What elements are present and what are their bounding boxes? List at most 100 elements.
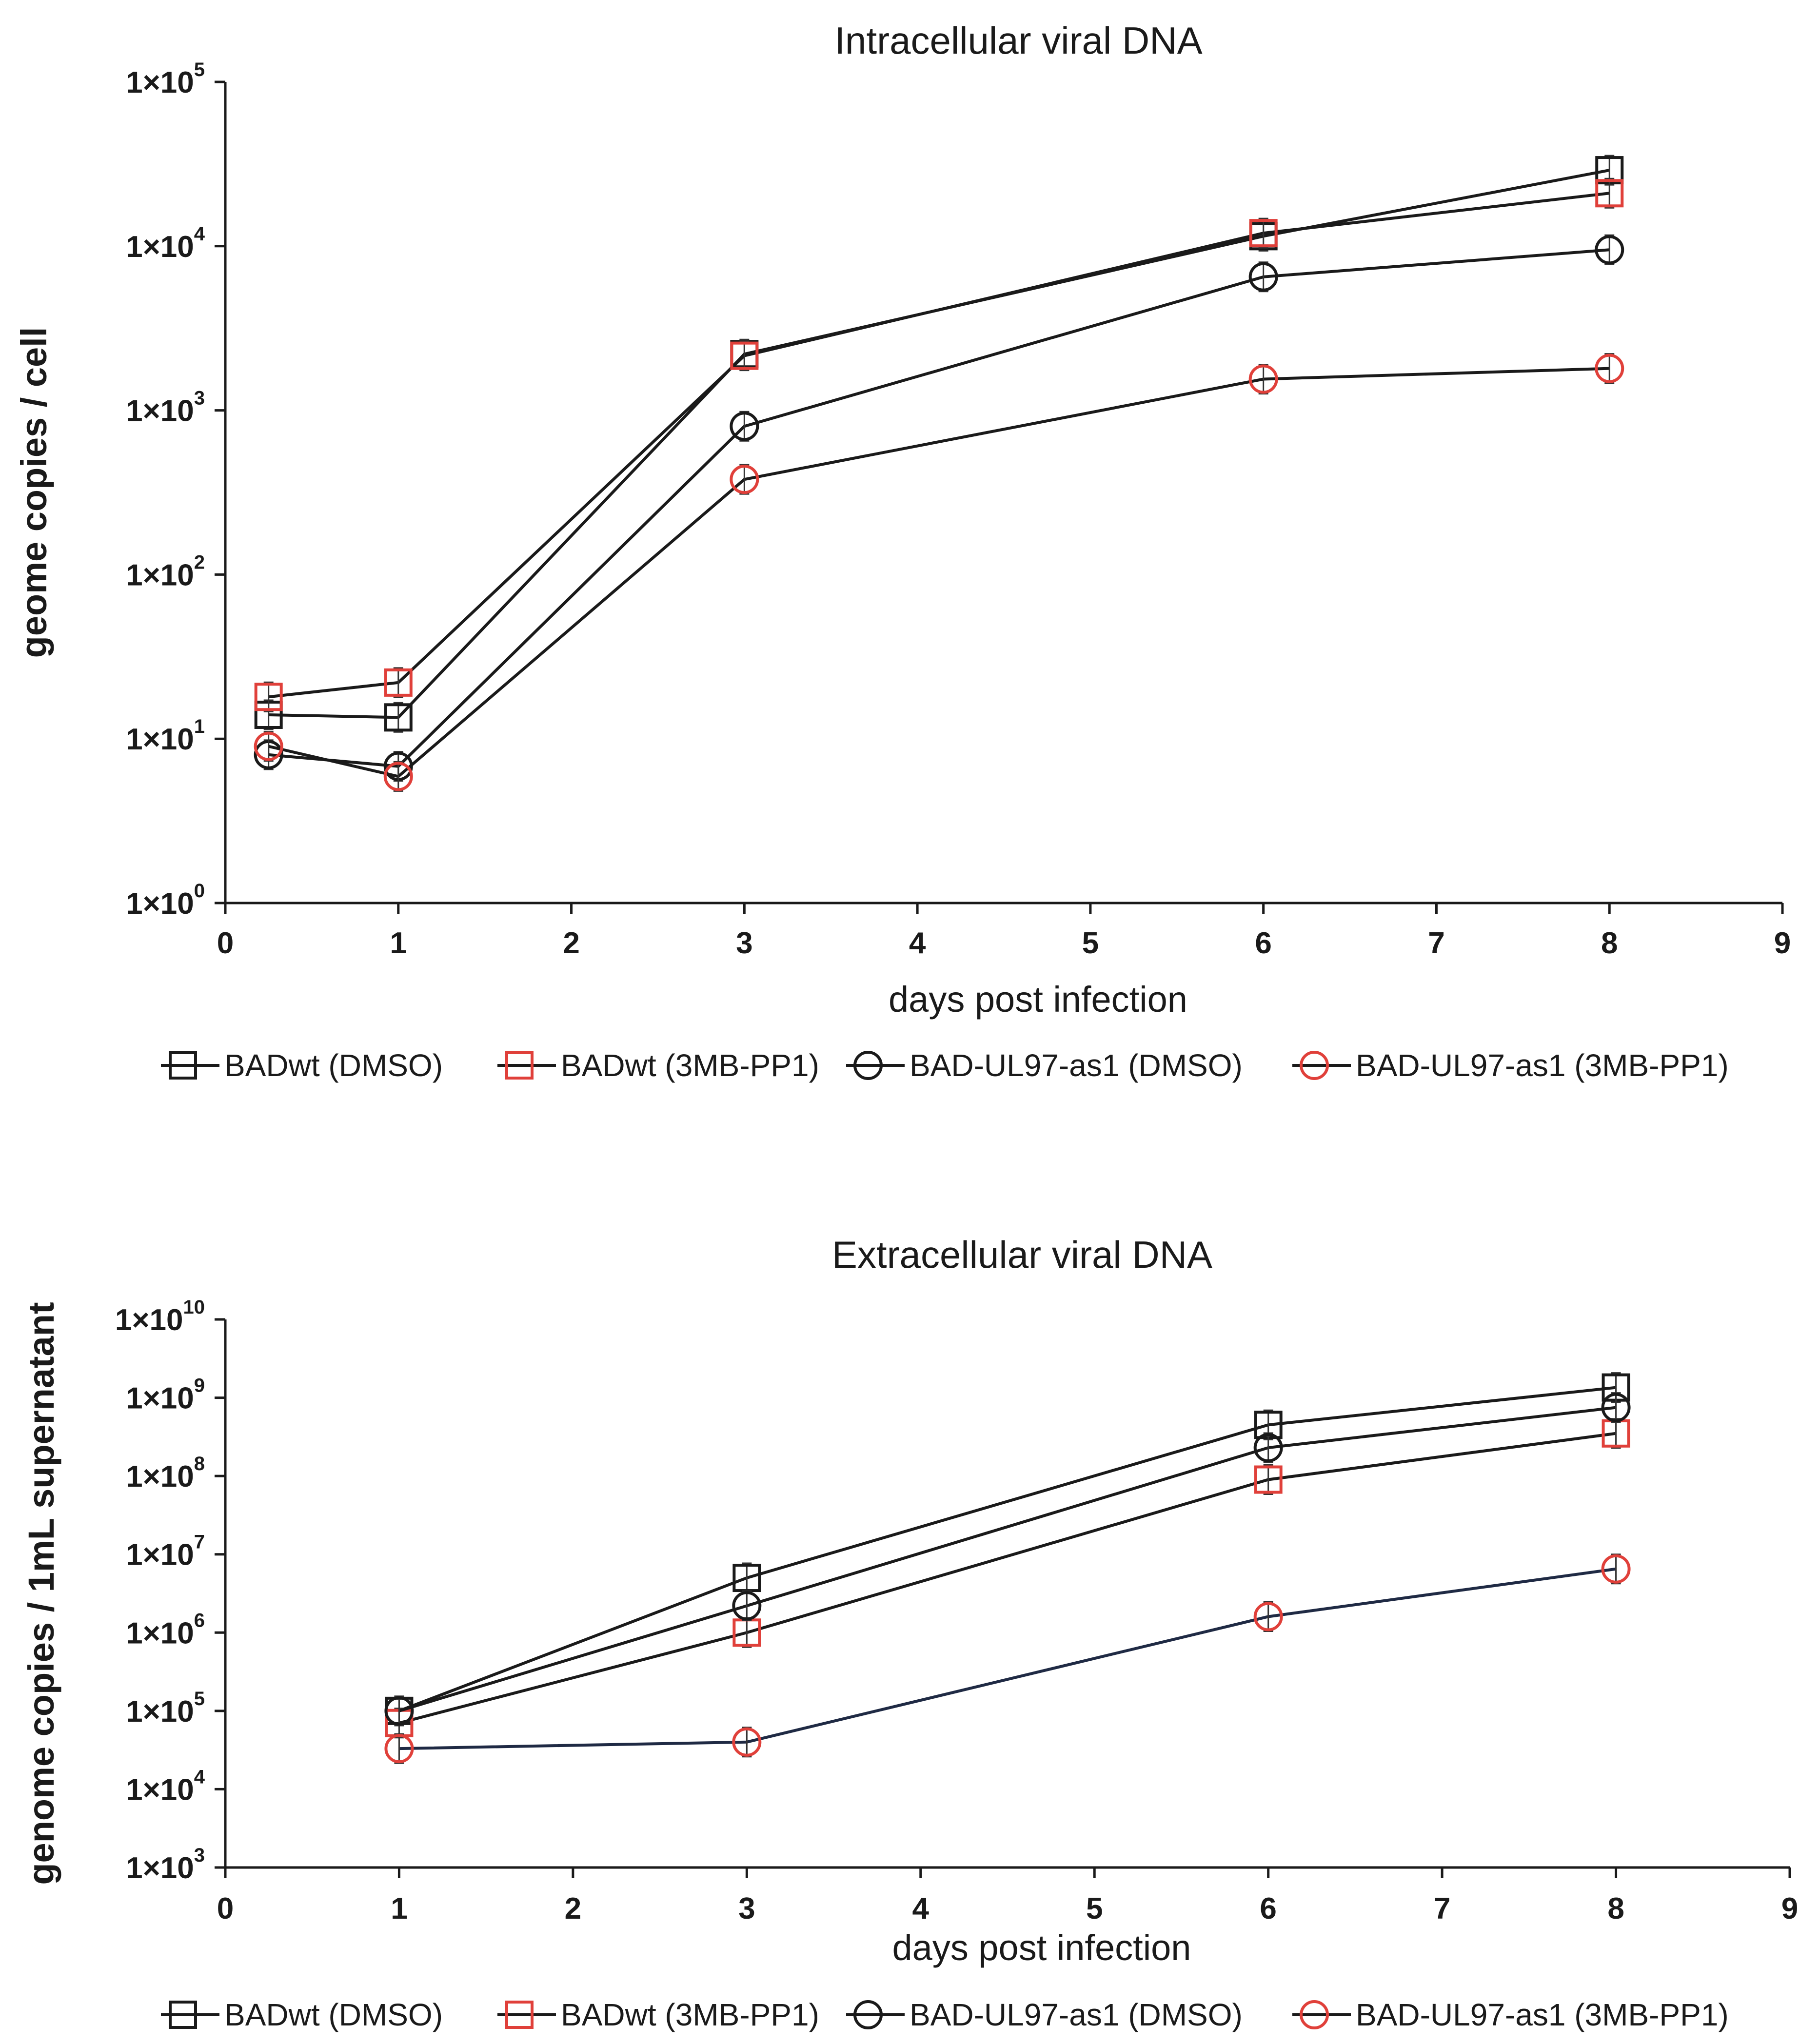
legend: BADwt (DMSO) BADwt (3MB-PP1) BAD-UL97-as1 …	[161, 1997, 1729, 2032]
x-tick-label: 8	[1601, 926, 1618, 960]
chart-1: Intracellular viral DNA 0 1 2 3 4 5 6 7 8 9 1×100 1×…	[14, 19, 1791, 1083]
series-1	[385, 1372, 1630, 1727]
legend-label: BAD-UL97-as1 (3MB-PP1)	[1356, 1997, 1729, 2032]
legend-label: BAD-UL97-as1 (DMSO)	[910, 1048, 1243, 1083]
data-point	[1601, 1393, 1631, 1422]
x-tick-label: 9	[1774, 926, 1791, 960]
data-point	[384, 668, 413, 697]
y-axis-label: geome copies / cell	[14, 327, 54, 658]
x-tick-label: 8	[1607, 1892, 1624, 1926]
data-point	[1595, 179, 1624, 208]
data-point	[384, 1696, 414, 1726]
data-point	[384, 1734, 414, 1764]
x-tick-label: 1	[390, 926, 407, 960]
data-point	[732, 1727, 762, 1757]
x-tick-label: 0	[217, 1892, 234, 1926]
legend-marker	[169, 2001, 197, 2029]
data-point	[1254, 1465, 1283, 1494]
legend-marker	[169, 1051, 197, 1080]
series-2	[385, 1418, 1630, 1739]
series-4	[384, 1553, 1631, 1764]
data-point	[1248, 262, 1278, 292]
chart-title: Extracellular viral DNA	[832, 1233, 1212, 1276]
x-tick-label: 4	[912, 1892, 930, 1926]
series-line	[398, 1432, 1616, 1725]
series-line	[268, 192, 1610, 699]
y-tick-label: 1×109	[126, 1375, 205, 1415]
data-point	[254, 731, 283, 761]
data-point	[1253, 1433, 1283, 1463]
legend-label: BADwt (DMSO)	[224, 1997, 443, 2032]
legend-label: BAD-UL97-as1 (DMSO)	[910, 1997, 1243, 2032]
series-line	[398, 1386, 1616, 1712]
legend-marker	[1300, 2000, 1329, 2029]
data-point	[1595, 235, 1624, 265]
x-tick-label: 3	[738, 1892, 755, 1926]
x-tick-label: 9	[1781, 1892, 1798, 1926]
series-4	[254, 353, 1624, 792]
legend-marker	[505, 2001, 534, 2029]
y-tick-label: 1×104	[126, 1766, 205, 1807]
x-tick-label: 4	[909, 926, 926, 960]
y-tick-label: 1×108	[126, 1453, 205, 1494]
data-point	[1595, 354, 1624, 383]
x-tick-label: 2	[565, 1892, 581, 1926]
data-point	[254, 683, 283, 711]
legend-label: BAD-UL97-as1 (3MB-PP1)	[1356, 1048, 1729, 1083]
x-axis-label: days post infection	[889, 979, 1187, 1020]
data-point	[384, 703, 413, 732]
y-tick-label: 1×100	[126, 880, 205, 921]
x-tick-label: 7	[1434, 1892, 1450, 1926]
x-tick-label: 3	[736, 926, 752, 960]
legend-marker	[853, 2000, 883, 2029]
series-3	[384, 1392, 1631, 1727]
y-axis-label: genome copies / 1mL supernatant	[21, 1302, 61, 1885]
series-line	[398, 1406, 1616, 1712]
series-3	[254, 234, 1624, 782]
x-tick-label: 5	[1086, 1892, 1103, 1926]
y-tick-label: 1×104	[126, 223, 205, 264]
x-tick-label: 7	[1428, 926, 1444, 960]
data-point	[732, 1591, 762, 1621]
series-line	[268, 248, 1610, 768]
series-line	[268, 169, 1610, 719]
y-tick-label: 1×107	[126, 1532, 205, 1572]
x-tick-label: 0	[217, 926, 234, 960]
data-point	[1601, 1554, 1631, 1584]
x-tick-label: 6	[1255, 926, 1271, 960]
legend-marker	[1300, 1051, 1329, 1080]
legend-label: BADwt (3MB-PP1)	[561, 1997, 819, 2032]
series-line	[399, 1567, 1616, 1750]
data-point	[730, 465, 759, 494]
y-tick-label: 1×103	[126, 1845, 205, 1885]
series-2	[254, 177, 1624, 712]
y-tick-label: 1×105	[126, 1688, 205, 1729]
x-tick-label: 1	[391, 1892, 407, 1926]
legend: BADwt (DMSO) BADwt (3MB-PP1) BAD-UL97-as1 …	[161, 1048, 1729, 1083]
legend-label: BADwt (DMSO)	[224, 1048, 443, 1083]
y-tick-label: 1×101	[126, 716, 205, 756]
series-line	[268, 367, 1610, 778]
x-tick-label: 2	[563, 926, 579, 960]
y-tick-label: 1×105	[126, 59, 205, 99]
legend-marker	[505, 1051, 534, 1080]
data-point	[1248, 364, 1278, 394]
y-tick-label: 1×1010	[115, 1297, 205, 1337]
series-1	[254, 155, 1624, 733]
x-tick-label: 6	[1260, 1892, 1276, 1926]
legend-marker	[853, 1051, 883, 1080]
x-tick-label: 5	[1082, 926, 1099, 960]
y-tick-label: 1×102	[126, 551, 205, 592]
data-point	[1249, 219, 1278, 248]
data-point	[730, 412, 759, 441]
data-point	[730, 341, 759, 370]
chart-title: Intracellular viral DNA	[834, 19, 1202, 62]
legend-label: BADwt (3MB-PP1)	[561, 1048, 819, 1083]
y-tick-label: 1×106	[126, 1610, 205, 1650]
chart-2: Extracellular viral DNA 0 1 2 3 4 5 6 7 8 9 1×103 1×…	[21, 1233, 1798, 2032]
data-point	[383, 762, 413, 791]
data-point	[1253, 1602, 1283, 1631]
x-axis-label: days post infection	[892, 1927, 1191, 1968]
y-tick-label: 1×103	[126, 388, 205, 428]
